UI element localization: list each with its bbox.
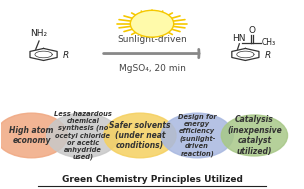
Text: Sunlight-driven: Sunlight-driven [117,35,187,44]
Circle shape [0,113,68,158]
Circle shape [104,113,176,158]
Text: High atom
economy: High atom economy [9,126,54,145]
Text: HN: HN [233,34,246,43]
Text: R: R [63,51,69,60]
Text: Less hazardous
chemical
synthesis (no
ocetyl chloride
or acetic
anhydride
used): Less hazardous chemical synthesis (no oc… [54,111,112,160]
Text: CH₃: CH₃ [262,38,276,47]
Text: R: R [265,51,271,60]
Text: Catalysis
(inexpensive
catalyst
utilized): Catalysis (inexpensive catalyst utilized… [227,115,282,156]
Text: Green Chemistry Principles Utilized: Green Chemistry Principles Utilized [62,175,242,184]
Text: Design for
energy
efficiency
(sunlight-
driven
reaction): Design for energy efficiency (sunlight- … [178,114,216,157]
Text: O: O [248,26,255,35]
Circle shape [47,113,119,158]
Text: MgSO₄, 20 min: MgSO₄, 20 min [119,64,185,73]
Text: NH₂: NH₂ [30,29,48,38]
Circle shape [161,113,233,158]
Circle shape [221,115,288,156]
Text: Safer solvents
(under neat
conditions): Safer solvents (under neat conditions) [109,121,171,150]
Circle shape [130,10,174,37]
